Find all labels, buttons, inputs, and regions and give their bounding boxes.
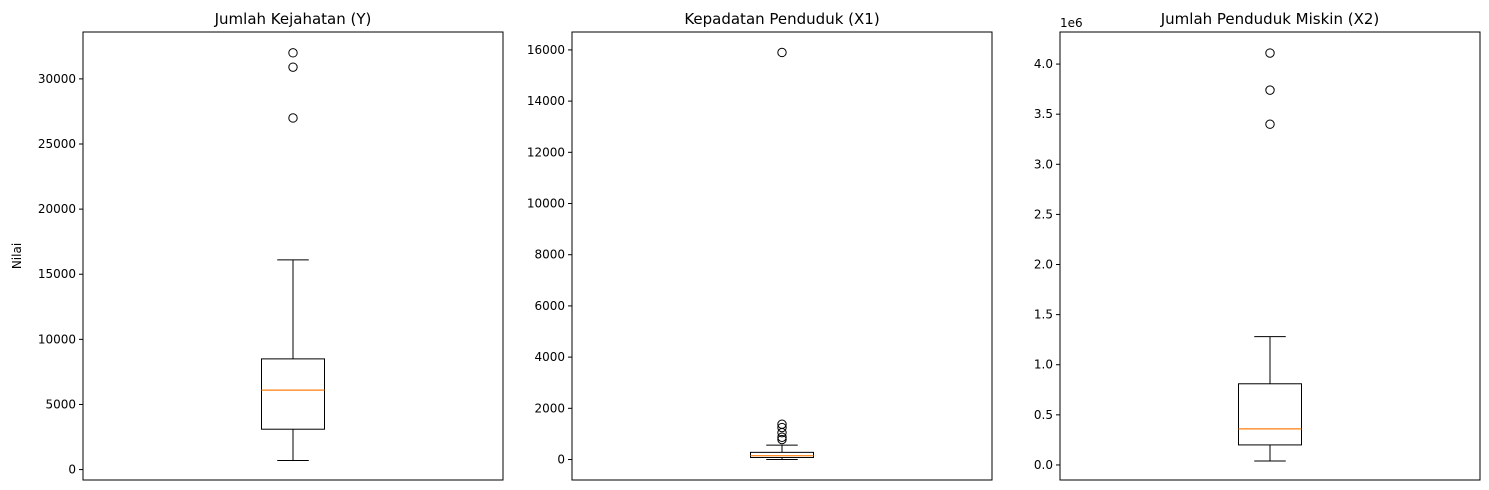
plot-frame [571, 31, 993, 481]
y-tick-label: 2.0 [1034, 258, 1053, 272]
outlier-point [1265, 85, 1275, 95]
chart-title: Jumlah Kejahatan (Y) [214, 10, 372, 28]
y-tick-label: 5000 [45, 397, 76, 411]
y-tick-label: 15000 [38, 267, 76, 281]
y-tick-label: 4.0 [1034, 57, 1053, 71]
y-tick-label: 1.0 [1034, 358, 1053, 372]
plot-frame [82, 31, 504, 481]
y-tick-label: 3.0 [1034, 157, 1053, 171]
iqr-box [1238, 383, 1302, 446]
y-tick-label: 20000 [38, 202, 76, 216]
outlier-point [1265, 119, 1275, 129]
y-tick-label: 2.5 [1034, 207, 1053, 221]
panel-jumlah-penduduk-miskin: Jumlah Penduduk Miskin (X2) 1e6 0.0 0.5 1.… [1034, 10, 1481, 481]
chart-title: Jumlah Penduduk Miskin (X2) [1160, 10, 1380, 28]
outlier-point [777, 422, 787, 433]
y-tick-label: 0 [68, 463, 76, 477]
outlier-point [777, 434, 787, 445]
y-axis-offset-label: 1e6 [1060, 16, 1083, 30]
y-tick-label: 1.5 [1034, 308, 1053, 322]
chart-title: Kepadatan Penduduk (X1) [684, 10, 879, 28]
outlier-point [777, 419, 787, 429]
panel-jumlah-kejahatan: Jumlah Kejahatan (Y) Nilai 0 5000 10000 150… [10, 10, 504, 481]
y-tick-label: 2000 [534, 401, 565, 415]
iqr-box [261, 358, 325, 430]
y-tick-label: 16000 [527, 43, 565, 57]
y-tick-label: 6000 [534, 299, 565, 313]
outlier-point [777, 47, 787, 58]
outlier-point [1265, 48, 1275, 58]
outlier-point [777, 432, 787, 442]
y-tick-label: 0.5 [1034, 408, 1053, 422]
y-tick-label: 30000 [38, 72, 76, 86]
y-tick-label: 12000 [527, 145, 565, 159]
y-tick-label: 10000 [527, 197, 565, 211]
y-tick-label: 10000 [38, 332, 76, 346]
panel-kepadatan-penduduk: Kepadatan Penduduk (X1) 0 2000 4000 6000 800… [527, 10, 993, 481]
outlier-point [288, 113, 298, 123]
y-tick-label: 3.5 [1034, 107, 1053, 121]
iqr-box [750, 451, 814, 458]
y-axis-label: Nilai [10, 243, 24, 269]
y-tick-label: 14000 [527, 94, 565, 108]
y-tick-label: 0 [557, 453, 565, 467]
y-tick-label: 4000 [534, 350, 565, 364]
y-tick-label: 25000 [38, 137, 76, 151]
outlier-point [288, 48, 298, 58]
y-tick-label: 0.0 [1034, 458, 1053, 472]
outlier-point [288, 62, 298, 72]
y-tick-label: 8000 [534, 248, 565, 262]
plot-frame [1059, 31, 1481, 481]
